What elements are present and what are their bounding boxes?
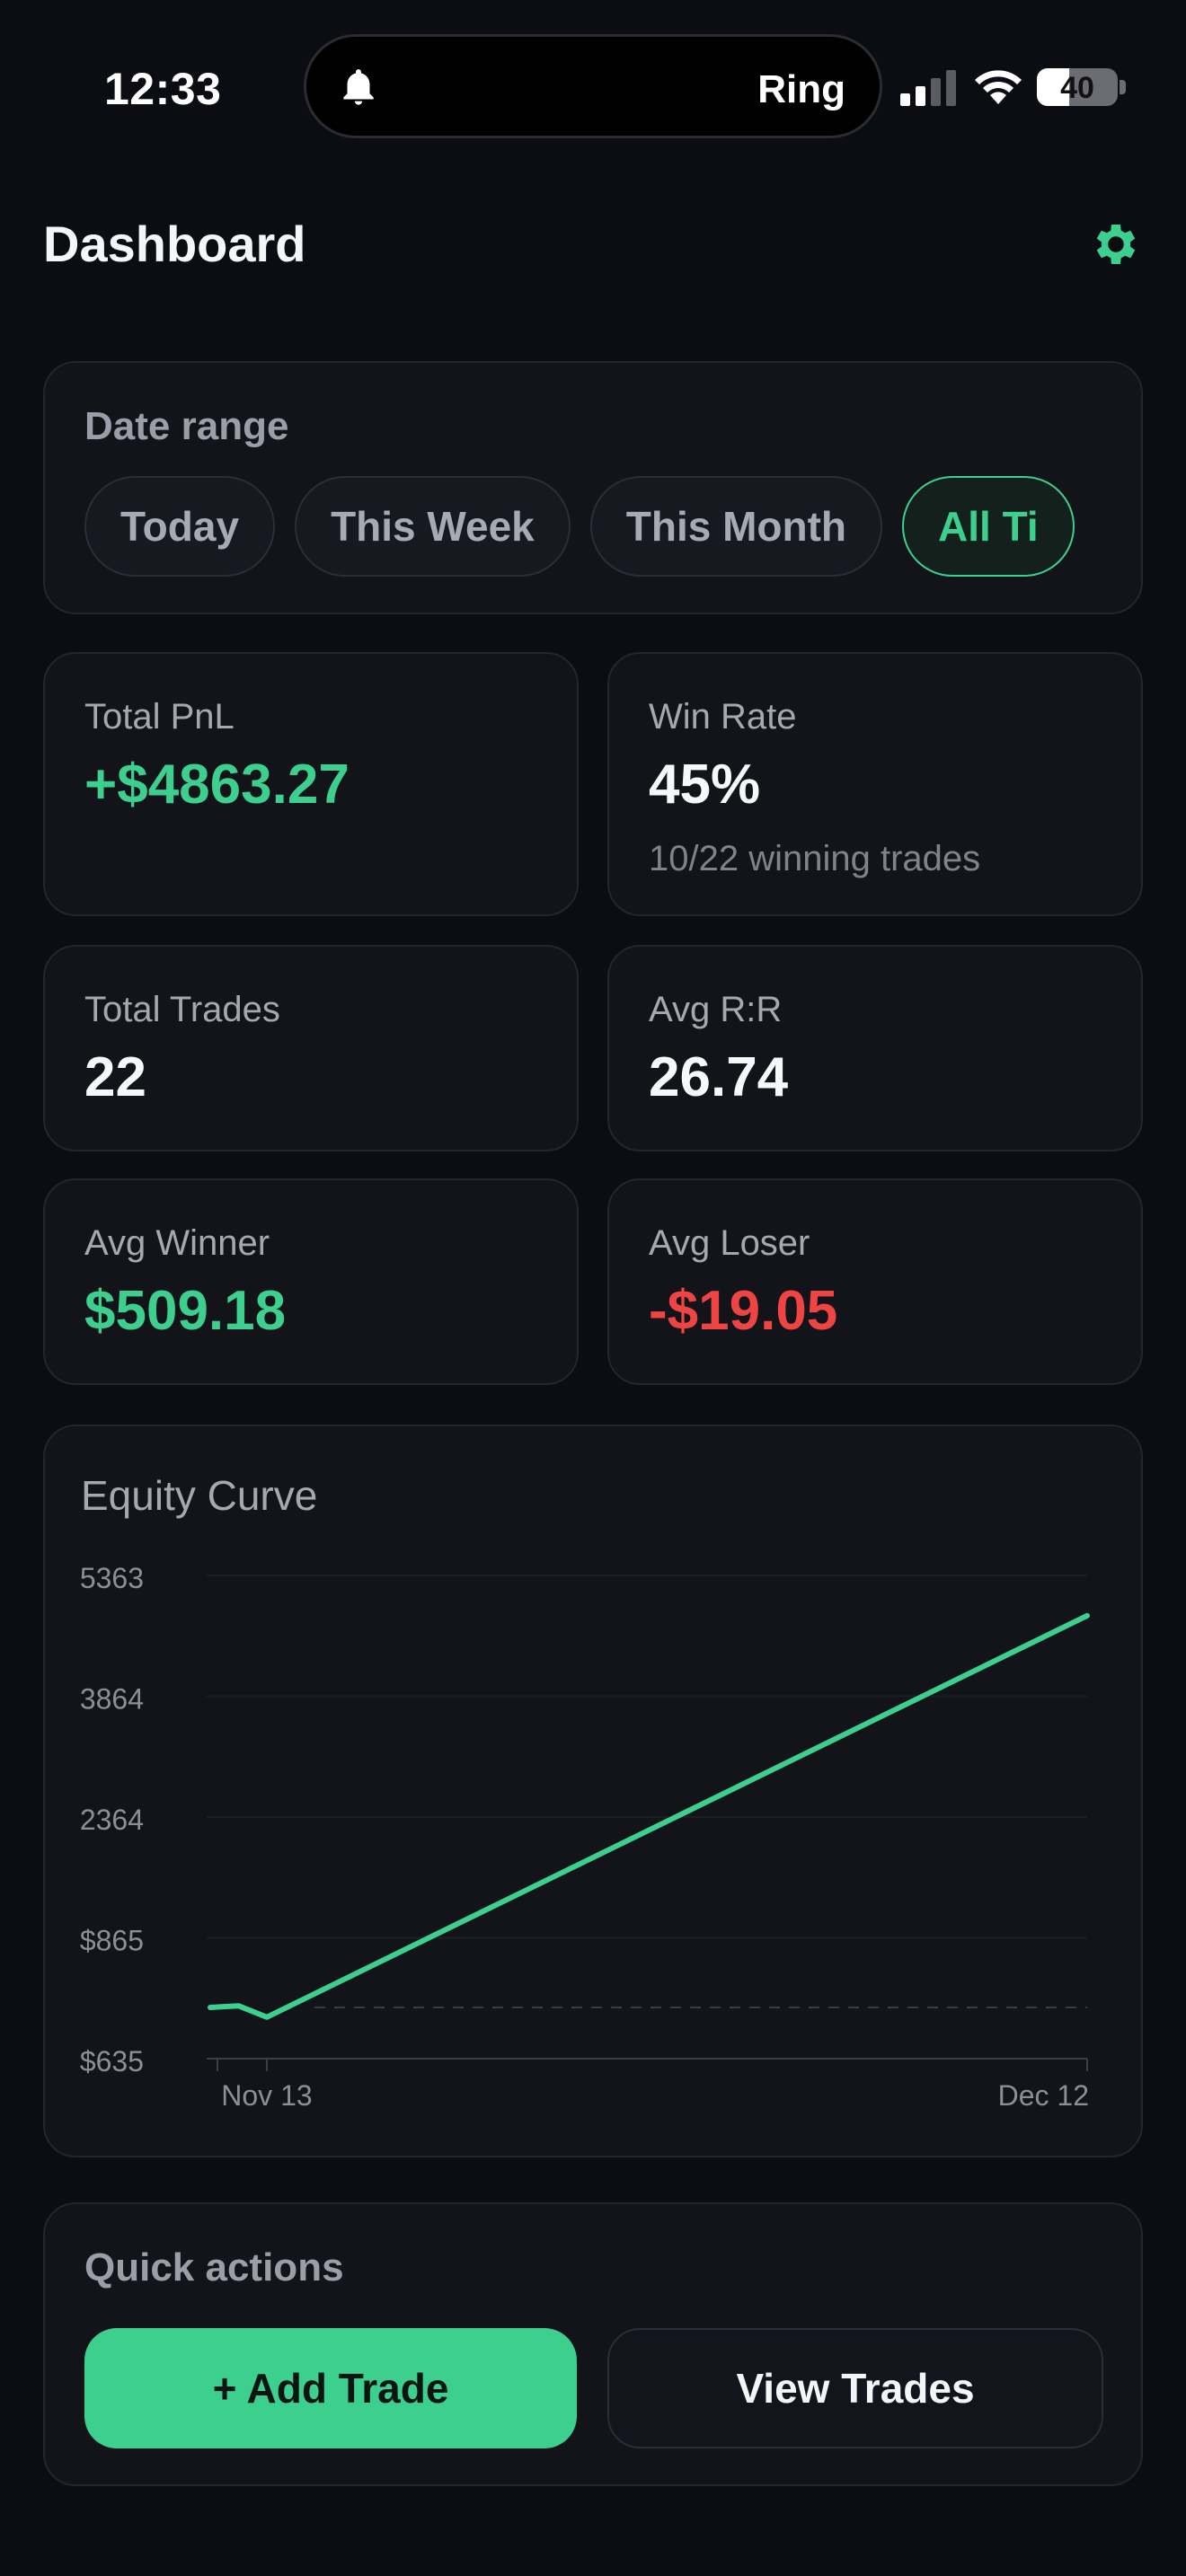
equity-curve-card: 5363 3864 2364 $865 $635 Nov 13 Dec 12 Equity… — [43, 1425, 1143, 2157]
avg-winner-value: $509.18 — [84, 1280, 287, 1342]
y-tick-label: $635 — [80, 2045, 144, 2078]
chart-series — [208, 1612, 1090, 2020]
y-tick-label: 2364 — [80, 1804, 144, 1836]
avg-rr-value: 26.74 — [649, 1046, 789, 1108]
avg-winner-card: Avg Winner $509.18 — [43, 1178, 579, 1385]
total-trades-card: Total Trades 22 — [43, 945, 579, 1151]
avg-loser-value: -$19.05 — [649, 1280, 838, 1342]
win-rate-value: 45% — [649, 754, 761, 816]
battery-level: 40 — [1060, 71, 1094, 105]
x-axis — [207, 2058, 1088, 2071]
header: Dashboard — [43, 207, 1143, 282]
wifi-icon — [975, 70, 1022, 104]
y-tick-label: 3864 — [80, 1683, 144, 1716]
total-trades-value: 22 — [84, 1046, 146, 1108]
cellular-signal-icon — [900, 70, 956, 106]
equity-curve-chart: 5363 3864 2364 $865 $635 Nov 13 Dec 12 — [80, 1562, 1090, 2112]
quick-actions-card: Quick actions + Add Trade View Trades — [43, 2202, 1143, 2486]
x-tick-label: Dec 12 — [998, 2079, 1089, 2112]
x-tick-label: Nov 13 — [221, 2079, 312, 2112]
status-time: 12:33 — [104, 64, 222, 114]
avg-loser-label: Avg Loser — [649, 1223, 810, 1263]
total-pnl-value: +$4863.27 — [84, 754, 350, 816]
battery-icon: 40 — [1037, 68, 1118, 106]
win-rate-label: Win Rate — [649, 697, 797, 737]
view-trades-button[interactable]: View Trades — [607, 2328, 1103, 2448]
battery-tip — [1120, 80, 1126, 94]
win-rate-card: Win Rate 45% 10/22 winning trades — [607, 652, 1143, 916]
status-bar: 12:33 Ring 40 — [0, 0, 1186, 171]
chart-title: Equity Curve — [81, 1472, 318, 1519]
avg-rr-label: Avg R:R — [649, 990, 783, 1029]
chip-this-week[interactable]: This Week — [295, 476, 571, 577]
date-range-chips[interactable]: Today This Week This Month All Ti — [84, 476, 1141, 578]
add-trade-button[interactable]: + Add Trade — [84, 2328, 577, 2448]
quick-actions-label: Quick actions — [84, 2245, 344, 2289]
total-pnl-card: Total PnL +$4863.27 — [43, 652, 579, 916]
date-range-label: Date range — [84, 404, 289, 448]
chip-this-month[interactable]: This Month — [589, 476, 883, 577]
chart-grid — [207, 1575, 1087, 2009]
win-rate-sub: 10/22 winning trades — [649, 839, 981, 878]
x-axis-ticks: Nov 13 Dec 12 — [221, 2079, 1089, 2112]
bell-icon — [343, 69, 374, 105]
gear-icon[interactable] — [1089, 217, 1143, 271]
dynamic-island[interactable]: Ring — [304, 34, 882, 138]
equity-line — [208, 1612, 1090, 2020]
avg-rr-card: Avg R:R 26.74 — [607, 945, 1143, 1151]
chip-today[interactable]: Today — [84, 476, 276, 577]
system-icons: 40 — [900, 63, 1134, 110]
y-axis-ticks: 5363 3864 2364 $865 $635 — [80, 1562, 144, 2078]
page-title: Dashboard — [43, 216, 306, 272]
y-tick-label: $865 — [80, 1925, 144, 1957]
avg-loser-card: Avg Loser -$19.05 — [607, 1178, 1143, 1385]
total-pnl-label: Total PnL — [84, 697, 235, 737]
date-range-card: Date range Today This Week This Month All T… — [43, 361, 1143, 614]
total-trades-label: Total Trades — [84, 990, 280, 1029]
y-tick-label: 5363 — [80, 1562, 144, 1594]
island-label: Ring — [757, 67, 845, 111]
chip-all-time[interactable]: All Ti — [902, 476, 1075, 577]
battery-fill — [1037, 68, 1069, 106]
avg-winner-label: Avg Winner — [84, 1223, 270, 1263]
